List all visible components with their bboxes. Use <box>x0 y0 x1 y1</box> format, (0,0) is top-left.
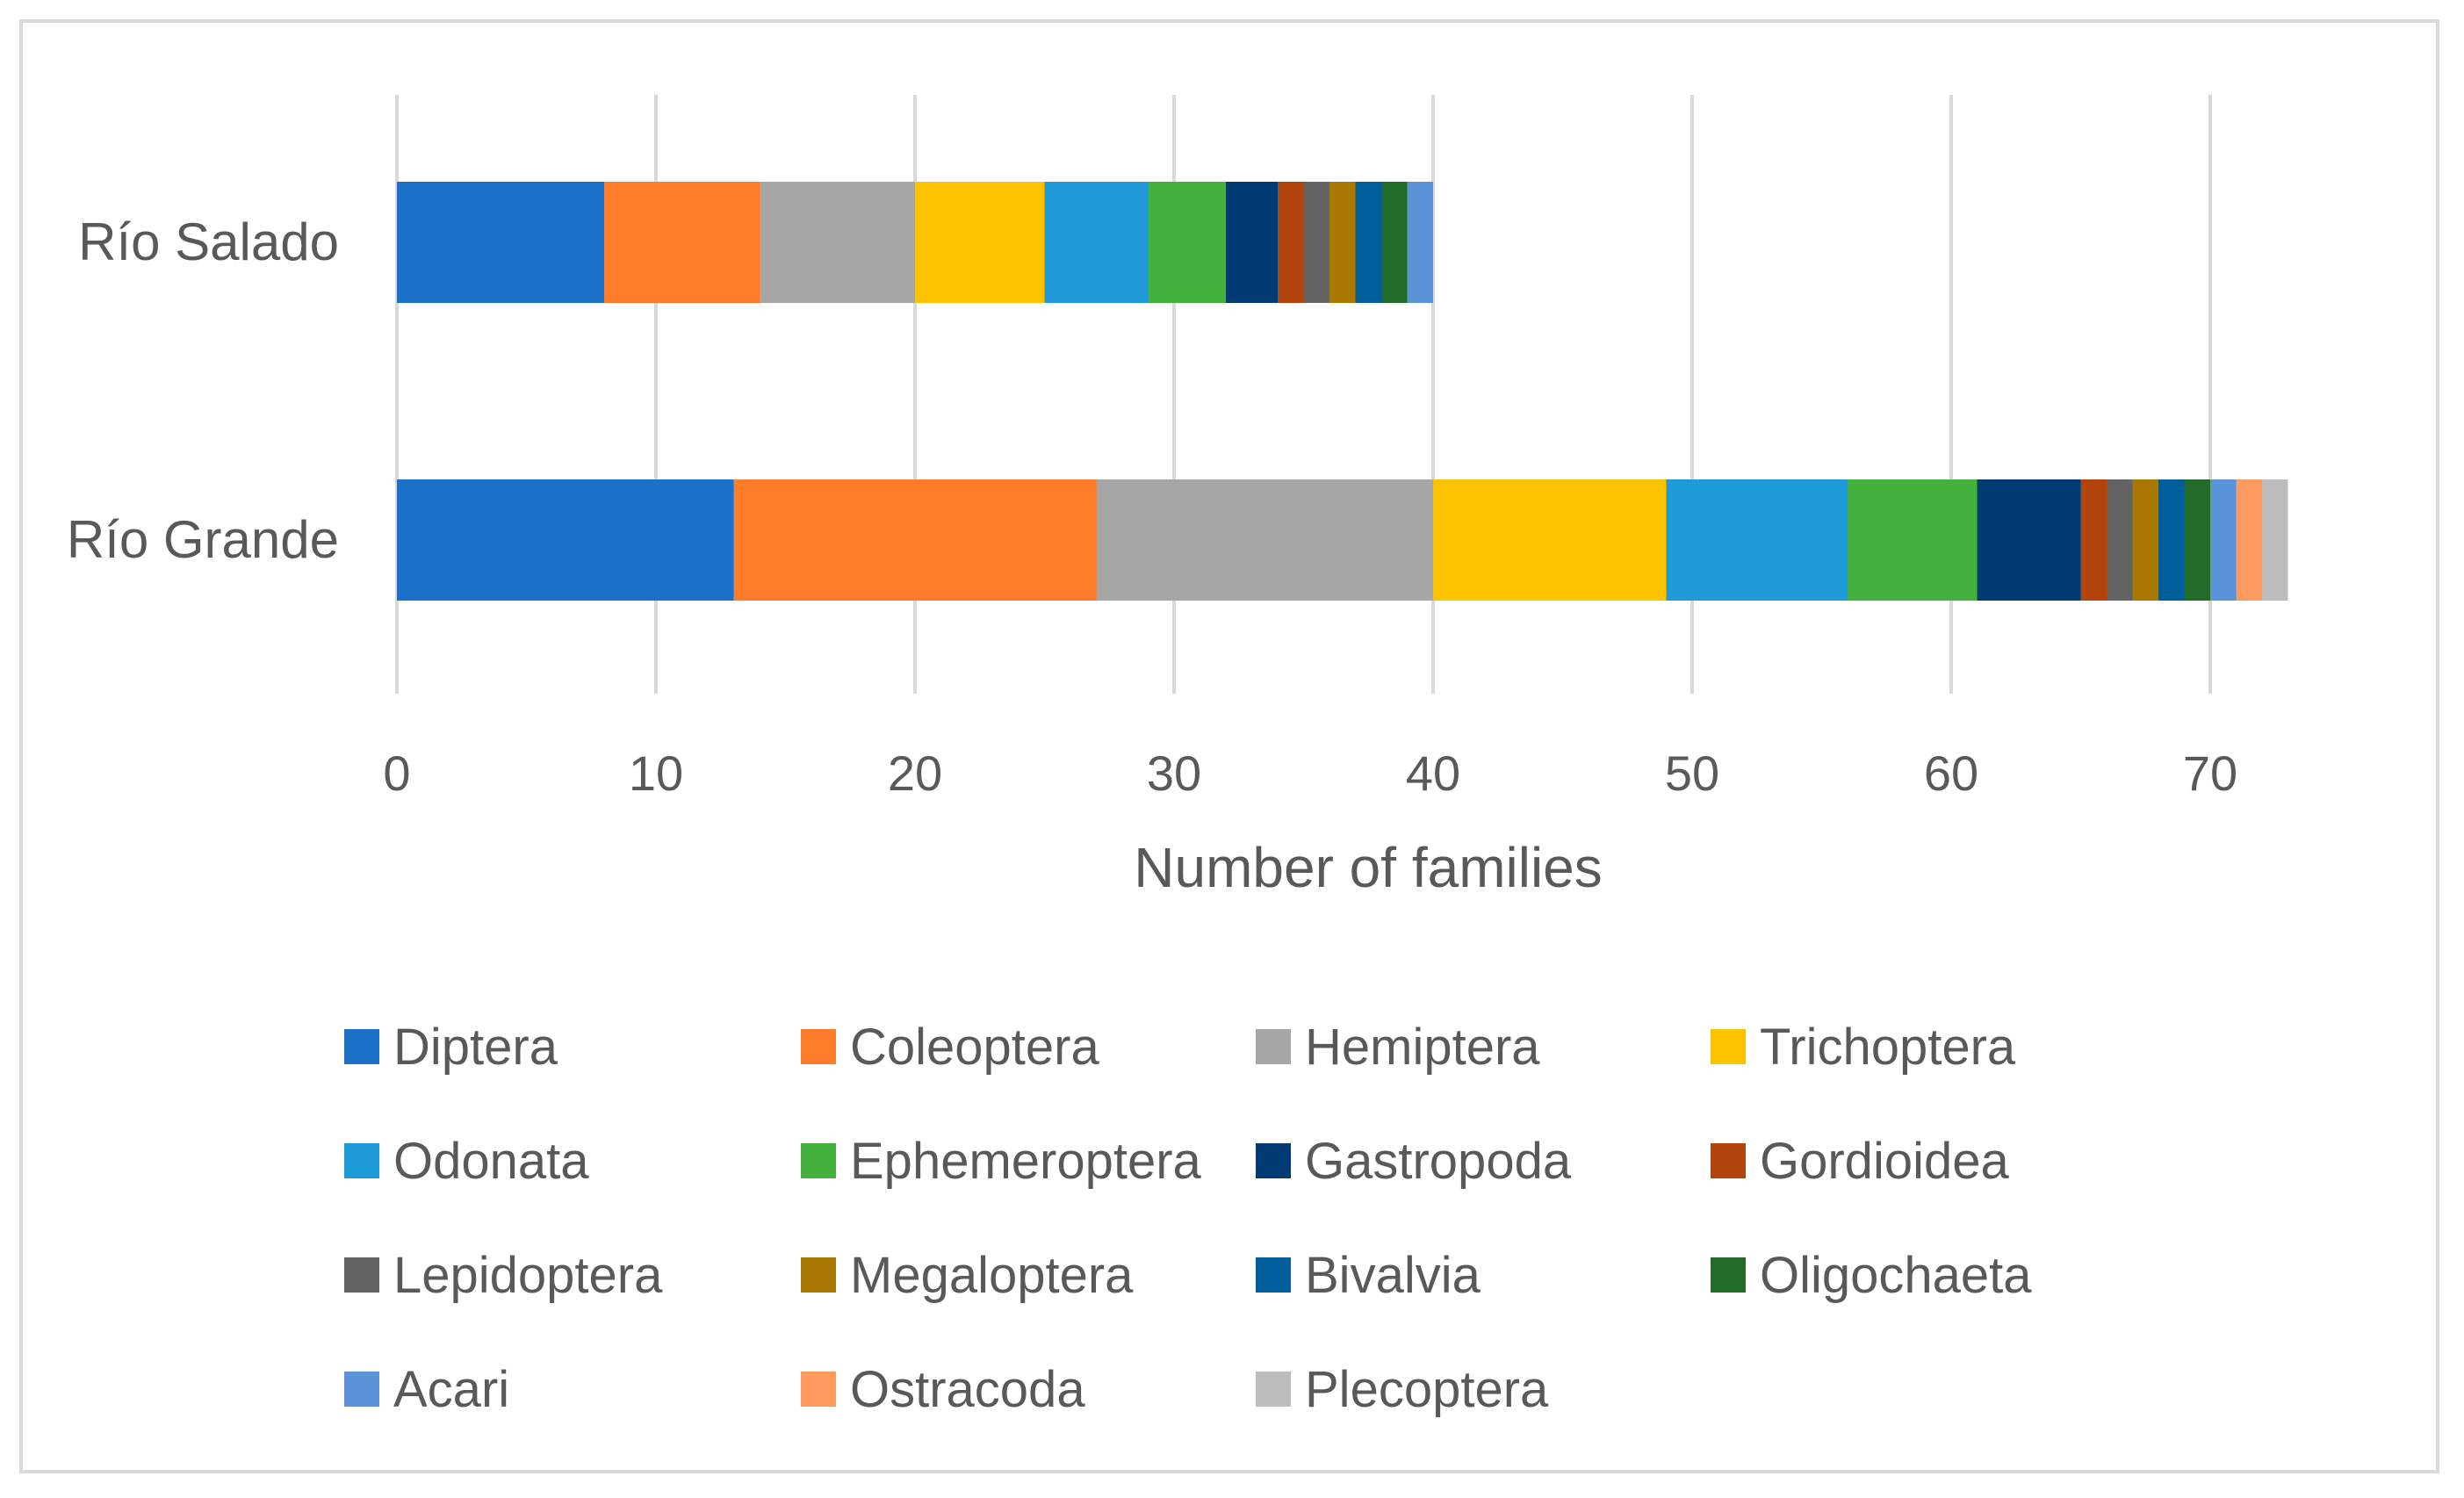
legend-label: Oligochaeta <box>1760 1247 2032 1304</box>
legend-label: Coleoptera <box>850 1019 1099 1076</box>
legend-label: Ephemeroptera <box>850 1133 1202 1190</box>
bar-segment-lepidoptera <box>2107 479 2133 601</box>
legend-label: Bivalvia <box>1305 1247 1481 1304</box>
legend-label: Diptera <box>393 1019 558 1076</box>
bar-segment-lepidoptera <box>1303 182 1329 303</box>
bar-segment-bivalvia <box>1355 182 1381 303</box>
bar-segment-ephemeroptera <box>1148 182 1226 303</box>
legend-item: Trichoptera <box>1711 1019 2016 1076</box>
bar-segment-hemiptera <box>1096 479 1433 601</box>
legend-swatch <box>344 1143 379 1178</box>
legend-label: Megaloptera <box>850 1247 1134 1304</box>
bar-segment-gordioidea <box>2080 479 2107 601</box>
bar-segment-megaloptera <box>2132 479 2158 601</box>
legend: Diptera Coleoptera Hemiptera Trichoptera Odo… <box>344 1019 2032 1418</box>
legend-swatch <box>1256 1143 1291 1178</box>
bar-segment-acari <box>1407 182 1433 303</box>
legend-item: Bivalvia <box>1256 1247 1481 1304</box>
legend-item: Coleoptera <box>801 1019 1099 1076</box>
category-labels: Río Salado Río Grande <box>67 212 339 569</box>
category-label: Río Grande <box>67 510 339 569</box>
x-tick-label: 40 <box>1406 745 1460 801</box>
legend-label: Trichoptera <box>1760 1019 2016 1076</box>
bar-segment-coleoptera <box>604 182 760 303</box>
x-tick-label: 60 <box>1924 745 1978 801</box>
legend-swatch <box>1256 1029 1291 1064</box>
legend-item: Diptera <box>344 1019 558 1076</box>
x-tick-label: 20 <box>888 745 942 801</box>
legend-item: Odonata <box>344 1133 589 1190</box>
legend-label: Hemiptera <box>1305 1019 1540 1076</box>
legend-swatch <box>1256 1372 1291 1407</box>
bar-segment-odonata <box>1044 182 1149 303</box>
legend-label: Odonata <box>393 1133 589 1190</box>
bar-segment-trichoptera <box>1433 479 1667 601</box>
category-label: Río Salado <box>78 212 339 271</box>
bar-segment-ostracoda <box>2236 479 2262 601</box>
legend-swatch <box>344 1257 379 1293</box>
x-tick-label: 70 <box>2183 745 2237 801</box>
bar-segment-oligochaeta <box>1381 182 1408 303</box>
legend-item: Hemiptera <box>1256 1019 1540 1076</box>
legend-label: Lepidoptera <box>393 1247 663 1304</box>
bar-segment-odonata <box>1666 479 1848 601</box>
x-tick-label: 0 <box>383 745 410 801</box>
legend-item: Megaloptera <box>801 1247 1134 1304</box>
legend-label: Ostracoda <box>850 1361 1085 1418</box>
bar-segment-coleoptera <box>733 479 1097 601</box>
legend-item: Plecoptera <box>1256 1361 1549 1418</box>
legend-swatch <box>344 1372 379 1407</box>
bar-segment-plecoptera <box>2262 479 2288 601</box>
legend-swatch <box>801 1143 836 1178</box>
x-tick-label: 50 <box>1665 745 1719 801</box>
legend-item: Gastropoda <box>1256 1133 1572 1190</box>
bar-segment-diptera <box>397 479 734 601</box>
bar-segment-gastropoda <box>1977 479 2081 601</box>
legend-label: Plecoptera <box>1305 1361 1549 1418</box>
bar-segment-gordioidea <box>1278 182 1304 303</box>
legend-item: Acari <box>344 1361 509 1418</box>
legend-swatch <box>801 1372 836 1407</box>
legend-item: Ephemeroptera <box>801 1133 1202 1190</box>
legend-label: Acari <box>393 1361 509 1418</box>
legend-label: Gordioidea <box>1760 1133 2009 1190</box>
bar-segment-oligochaeta <box>2184 479 2210 601</box>
legend-swatch <box>801 1257 836 1293</box>
bar-segment-bivalvia <box>2158 479 2185 601</box>
legend-item: Oligochaeta <box>1711 1247 2032 1304</box>
legend-swatch <box>1711 1029 1746 1064</box>
legend-swatch <box>1256 1257 1291 1293</box>
legend-swatch <box>1711 1143 1746 1178</box>
bar-segment-diptera <box>397 182 604 303</box>
legend-item: Ostracoda <box>801 1361 1085 1418</box>
bar-segment-ephemeroptera <box>1848 479 1978 601</box>
x-tick-label: 10 <box>629 745 683 801</box>
x-tick-label: 30 <box>1147 745 1201 801</box>
x-axis-title: Number of families <box>1134 836 1603 899</box>
legend-item: Gordioidea <box>1711 1133 2009 1190</box>
x-tick-labels: 0 10 20 30 40 50 60 70 <box>383 745 2237 801</box>
bar-segment-gastropoda <box>1226 182 1278 303</box>
bar-segment-acari <box>2210 479 2237 601</box>
legend-swatch <box>344 1029 379 1064</box>
legend-label: Gastropoda <box>1305 1133 1572 1190</box>
legend-swatch <box>801 1029 836 1064</box>
bar-segment-trichoptera <box>915 182 1045 303</box>
bar-segment-megaloptera <box>1329 182 1356 303</box>
legend-swatch <box>1711 1257 1746 1293</box>
bar-segment-hemiptera <box>760 182 915 303</box>
legend-item: Lepidoptera <box>344 1247 663 1304</box>
bars-layer <box>397 182 2288 601</box>
